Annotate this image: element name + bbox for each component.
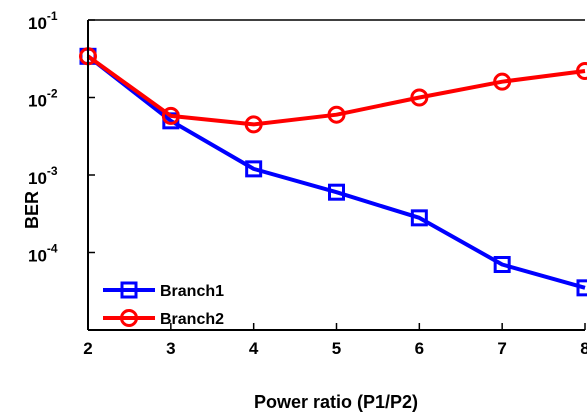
legend-item-branch1: Branch1 — [103, 281, 224, 300]
circle-marker — [120, 309, 138, 327]
series-layer — [79, 47, 587, 297]
y-tick-label: 10-1 — [28, 9, 58, 33]
circle-marker — [410, 88, 429, 107]
x-tick-label: 4 — [249, 339, 259, 358]
x-tick-marks — [87, 323, 586, 330]
square-marker — [576, 279, 587, 297]
square-marker — [245, 160, 263, 178]
circle-marker — [576, 61, 587, 80]
x-axis-title: Power ratio (P1/P2) — [254, 392, 418, 412]
series-line — [86, 54, 586, 127]
x-tick-label: 6 — [415, 339, 424, 358]
y-tick-label: 10-3 — [28, 164, 58, 188]
series-line — [86, 54, 586, 290]
square-marker — [493, 256, 511, 274]
x-tick-label: 3 — [166, 339, 175, 358]
square-marker — [120, 281, 138, 299]
legend-item-branch2: Branch2 — [103, 309, 224, 328]
x-tick-label: 8 — [580, 339, 587, 358]
plot-area — [88, 20, 585, 330]
circle-marker — [327, 105, 346, 124]
x-tick-labels: 2 3 4 5 6 7 8 — [83, 339, 587, 358]
square-marker — [410, 209, 428, 227]
x-tick-label: 2 — [83, 339, 92, 358]
y-tick-label: 10-4 — [28, 242, 58, 266]
square-marker — [328, 183, 345, 201]
circle-marker — [244, 115, 263, 134]
y-axis-title: BER — [22, 191, 42, 229]
legend: Branch1 Branch2 — [103, 281, 224, 328]
circle-marker — [493, 72, 512, 91]
circle-marker — [161, 106, 180, 125]
y-tick-label: 10-2 — [28, 87, 58, 111]
x-tick-label: 7 — [497, 339, 506, 358]
x-tick-label: 5 — [332, 339, 341, 358]
legend-label: Branch2 — [160, 311, 224, 328]
legend-label: Branch1 — [160, 283, 224, 300]
